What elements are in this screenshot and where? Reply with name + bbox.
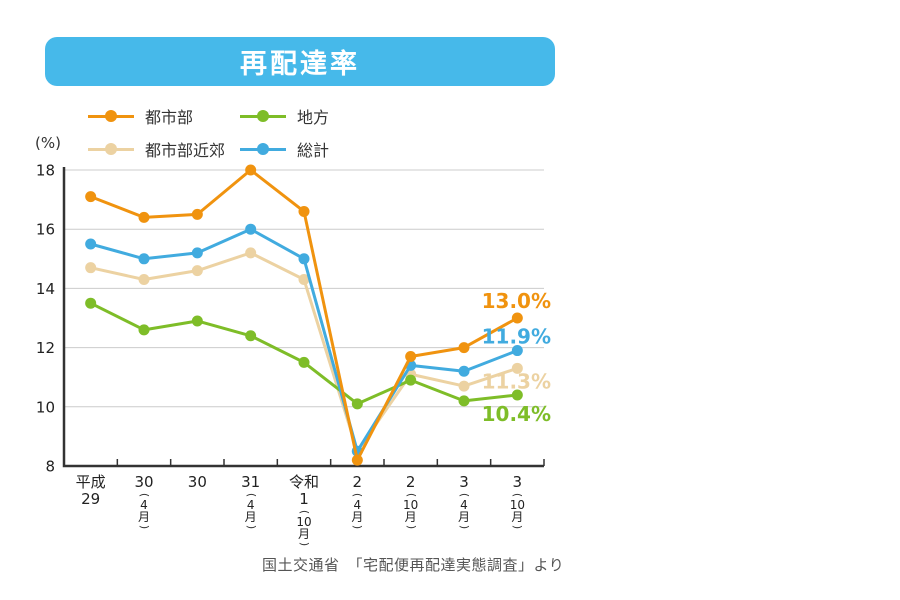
y-axis-tick-label: 10: [36, 398, 55, 416]
x-axis-label: 31(4 月): [241, 473, 261, 530]
data-point-suburban: [458, 380, 470, 392]
data-point-total: [85, 238, 97, 250]
data-point-rural: [298, 356, 310, 368]
chart-legend: 都市部 地方 都市部近郊 総計: [88, 104, 329, 161]
data-point-suburban: [191, 265, 203, 277]
data-point-rural: [245, 330, 257, 342]
data-point-total: [511, 345, 523, 357]
y-axis-tick-label: 16: [36, 221, 55, 239]
legend-item-rural: 地方: [240, 104, 329, 128]
data-point-urban: [138, 211, 150, 223]
end-label-urban: 13.0%: [482, 289, 551, 313]
x-axis-label: 3(4 月): [457, 473, 471, 530]
data-point-total: [191, 247, 203, 259]
data-point-urban: [511, 312, 523, 324]
data-point-rural: [405, 374, 417, 386]
x-axis-label: 令和 1(10 月): [288, 473, 320, 547]
data-point-urban: [191, 208, 203, 220]
legend-item-total: 総計: [240, 137, 329, 161]
data-point-urban: [298, 205, 310, 217]
data-point-urban: [85, 191, 97, 203]
data-point-suburban: [245, 247, 257, 259]
data-point-urban: [245, 164, 257, 176]
data-point-rural: [458, 395, 470, 407]
y-axis-tick-label: 14: [36, 280, 55, 298]
end-label-rural: 10.4%: [482, 402, 551, 426]
data-point-suburban: [85, 262, 97, 274]
legend-marker-urban-icon: [88, 110, 134, 122]
data-point-total: [298, 253, 310, 265]
data-point-suburban: [138, 274, 150, 286]
y-axis-tick-label: 8: [45, 458, 55, 476]
source-note: 国土交通省 「宅配便再配達実態調査」より: [262, 556, 565, 574]
y-axis-unit-label: (%): [35, 134, 61, 152]
data-point-total: [138, 253, 150, 265]
y-axis-tick-label: 18: [36, 162, 55, 180]
end-label-total: 11.9%: [482, 325, 551, 349]
legend-label-urban: 都市部: [145, 108, 194, 127]
title-banner: 再配達率: [45, 37, 555, 86]
data-point-suburban: [511, 362, 523, 374]
data-point-rural: [138, 324, 150, 336]
x-axis-label: 30: [187, 473, 207, 491]
legend-label-total: 総計: [297, 141, 330, 160]
redelivery-rate-line-chart: 8 10 12 14 16 18 11.3% 10.4% 11.9% 13.0%: [36, 162, 551, 476]
data-point-rural: [191, 315, 203, 327]
series-line-rural: [89, 301, 518, 406]
legend-marker-suburban-icon: [88, 143, 134, 155]
legend-label-rural: 地方: [297, 108, 330, 127]
x-axis-label: 2(10 月): [403, 473, 419, 530]
data-point-rural: [85, 297, 97, 309]
x-axis-label: 2(4 月): [351, 473, 365, 530]
data-point-urban: [405, 350, 417, 362]
data-point-urban: [351, 454, 363, 466]
end-label-suburban: 11.3%: [482, 369, 551, 393]
legend-label-suburban: 都市部近郊: [145, 141, 226, 160]
page-title: 再配達率: [240, 49, 360, 80]
legend-item-urban: 都市部: [88, 104, 240, 128]
legend-marker-total-icon: [240, 143, 286, 155]
x-axis-label: 30(4 月): [134, 473, 154, 530]
data-point-total: [458, 365, 470, 377]
data-point-total: [245, 223, 257, 235]
legend-item-suburban: 都市部近郊: [88, 137, 240, 161]
data-point-rural: [351, 398, 363, 410]
data-point-rural: [511, 389, 523, 401]
data-point-urban: [458, 342, 470, 354]
data-point-suburban: [298, 274, 310, 286]
legend-marker-rural-icon: [240, 110, 286, 122]
x-axis-label: 3(10 月): [509, 473, 525, 530]
x-axis-label: 平成 29: [75, 473, 106, 508]
y-axis-tick-label: 12: [36, 339, 55, 357]
